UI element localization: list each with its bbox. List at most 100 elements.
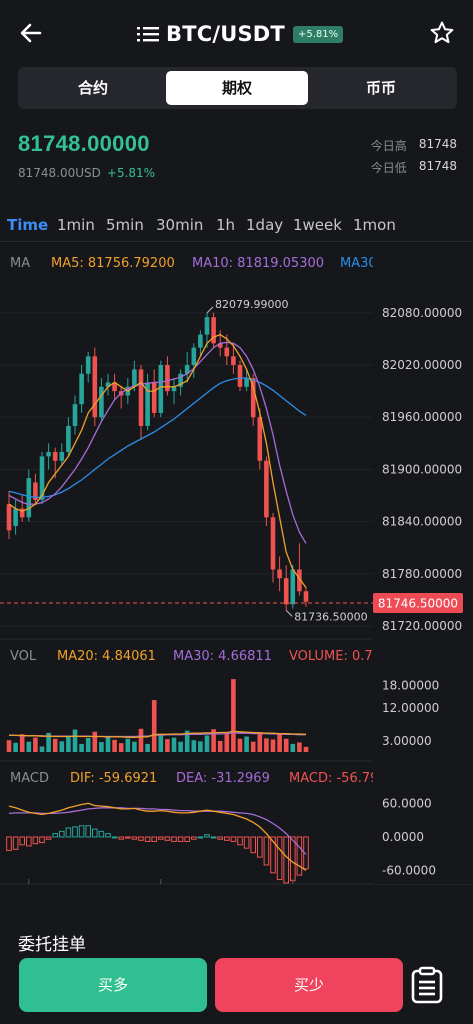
price-axis-label: 81720.00000 bbox=[382, 619, 462, 633]
candle-body bbox=[237, 365, 243, 387]
candle-body bbox=[105, 382, 111, 387]
vol-ma30-legend: MA30: 4.66811 bbox=[173, 649, 272, 664]
kline-chart[interactable]: MA MA5: 81756.79200 MA10: 81819.05300 MA… bbox=[0, 243, 473, 885]
candle-body bbox=[198, 334, 203, 348]
dif-line bbox=[8, 802, 307, 871]
volume-bar bbox=[145, 743, 150, 752]
volume-bar bbox=[191, 740, 197, 752]
candle-body bbox=[92, 356, 98, 418]
macd-bar bbox=[78, 825, 85, 838]
volume-bar bbox=[165, 739, 170, 752]
macd-bar bbox=[210, 836, 217, 839]
volume-bar bbox=[171, 737, 177, 752]
macd-bar bbox=[250, 836, 256, 854]
timeframe-1day[interactable]: 1day bbox=[246, 216, 284, 234]
macd-axis-label: -60.0000 bbox=[382, 864, 436, 878]
candle-body bbox=[250, 378, 256, 418]
candle-body bbox=[13, 508, 18, 526]
macd-axis-label: 60.0000 bbox=[382, 796, 432, 810]
pair-title: BTC/USDT bbox=[166, 22, 285, 46]
macd-bar bbox=[72, 826, 78, 838]
volume-axis-label: 12.00000 bbox=[382, 701, 439, 715]
volume-bar bbox=[198, 741, 203, 752]
tab-spot[interactable]: 币币 bbox=[365, 79, 396, 97]
macd-bar bbox=[164, 836, 171, 841]
current-price-label: 81746.50000 bbox=[378, 596, 458, 610]
timeframe-time[interactable]: Time bbox=[7, 216, 49, 234]
volume-bar bbox=[283, 738, 289, 752]
volume-bar bbox=[158, 735, 164, 752]
volume-bar bbox=[66, 735, 71, 752]
volume-bar bbox=[79, 743, 84, 752]
volume-bar bbox=[297, 742, 302, 752]
today-high: 今日高 81748 bbox=[371, 137, 457, 154]
candle-body bbox=[19, 508, 25, 518]
volume-bar bbox=[92, 731, 98, 752]
macd-bar bbox=[257, 836, 263, 858]
macd-bar bbox=[19, 836, 25, 846]
volume-bar bbox=[105, 736, 111, 752]
macd-bar bbox=[144, 836, 151, 842]
buy-long-button[interactable]: 买多 bbox=[19, 958, 207, 1012]
volume-bar bbox=[217, 740, 223, 752]
volume-bar bbox=[39, 746, 45, 752]
macd-bar bbox=[177, 836, 184, 842]
volume-bar bbox=[290, 743, 296, 752]
macd-bar bbox=[191, 836, 197, 840]
macd-bar bbox=[45, 836, 52, 840]
ma5-line bbox=[8, 333, 307, 589]
dif-legend: DIF: -59.6921 bbox=[70, 771, 157, 786]
volume-bar bbox=[270, 739, 276, 752]
volume-bar bbox=[178, 741, 183, 752]
volume-bar bbox=[125, 738, 131, 752]
today-low-label: 今日低 bbox=[370, 161, 407, 175]
volume-bar bbox=[224, 733, 230, 752]
macd-bar bbox=[296, 836, 303, 876]
price-axis-label: 81780.00000 bbox=[382, 567, 462, 581]
tab-options[interactable]: 期权 bbox=[166, 71, 308, 105]
current-price-tag bbox=[373, 592, 463, 613]
candle-body bbox=[277, 569, 282, 579]
timeframe-5min[interactable]: 5min bbox=[106, 216, 144, 234]
buy-short-button[interactable]: 买少 bbox=[215, 958, 403, 1012]
candle-body bbox=[6, 504, 12, 531]
pair-selector[interactable]: BTC/USDT +5.81% bbox=[136, 20, 344, 48]
timeframe-1week[interactable]: 1week bbox=[293, 216, 342, 234]
dea-line bbox=[8, 807, 307, 855]
macd-bar bbox=[184, 836, 190, 842]
timeframe-1min[interactable]: 1min bbox=[57, 216, 95, 234]
price-axis-label: 81900.00000 bbox=[382, 462, 462, 476]
price-usd-row: 81748.00USD +5.81% bbox=[18, 166, 155, 180]
macd-value-legend: MACD: -56.79 bbox=[289, 771, 378, 786]
market-type-tabs: 合约 期权 币币 bbox=[18, 67, 457, 109]
macd-bar bbox=[85, 825, 92, 838]
ma-legend-name: MA bbox=[10, 256, 30, 271]
timeframe-1h[interactable]: 1h bbox=[216, 216, 236, 234]
price-axis-label: 81960.00000 bbox=[382, 410, 462, 424]
today-high-label: 今日高 bbox=[370, 139, 407, 153]
timeframe-1mon[interactable]: 1mon bbox=[353, 216, 396, 234]
menu-list-icon bbox=[137, 27, 159, 42]
candle-body bbox=[211, 317, 216, 344]
macd-bar bbox=[171, 836, 177, 842]
tab-contract[interactable]: 合约 bbox=[77, 79, 108, 97]
volume-bar bbox=[59, 741, 65, 752]
candle-body bbox=[171, 386, 177, 392]
volume-bar bbox=[138, 728, 144, 752]
order-list-icon[interactable] bbox=[410, 966, 444, 1004]
last-price: 81748.00000 bbox=[18, 131, 150, 156]
volume-bar bbox=[257, 732, 263, 752]
macd-bar bbox=[65, 827, 72, 838]
macd-bar bbox=[131, 836, 138, 840]
candle-body bbox=[257, 417, 263, 461]
favorite-star-icon[interactable] bbox=[429, 20, 455, 46]
today-high-value: 81748 bbox=[418, 137, 457, 151]
ma10-legend: MA10: 81819.05300 bbox=[192, 256, 324, 271]
volume-bar bbox=[237, 738, 243, 752]
macd-bar bbox=[204, 834, 210, 838]
candle-body bbox=[59, 452, 65, 461]
price-usd: 81748.00USD bbox=[18, 166, 101, 180]
back-arrow-icon[interactable] bbox=[18, 20, 44, 46]
candle-body bbox=[138, 369, 144, 426]
timeframe-30min[interactable]: 30min bbox=[156, 216, 204, 234]
